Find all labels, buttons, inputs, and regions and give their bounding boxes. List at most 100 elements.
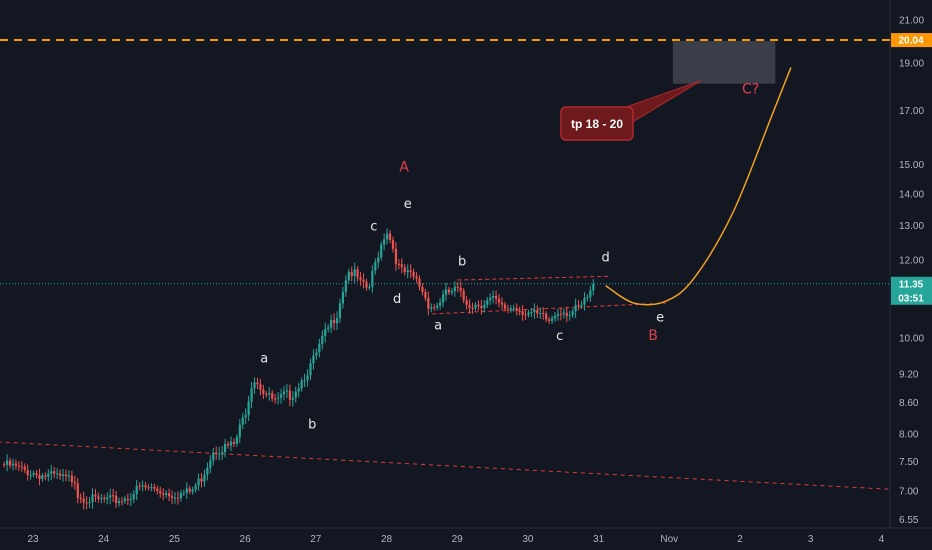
candle-body <box>297 388 300 392</box>
candle-body <box>61 474 65 476</box>
candle-body <box>536 309 539 314</box>
candle-body <box>486 300 489 305</box>
candle-body <box>271 392 274 399</box>
wave-label-minor: b <box>458 254 466 269</box>
candle-body <box>38 474 41 480</box>
channel-upper-line[interactable] <box>457 275 610 281</box>
candle-body <box>474 304 477 309</box>
price-axis[interactable]: 21.00 19.00 17.00 15.00 14.00 13.00 12.00 10.00… <box>899 16 924 526</box>
candle-body <box>500 302 504 305</box>
candle-body <box>318 343 321 353</box>
candle-body <box>194 485 197 490</box>
candle-body <box>548 319 551 321</box>
candle-body <box>433 307 436 309</box>
candle-body <box>262 389 265 394</box>
candle-body <box>162 493 165 495</box>
candle-body <box>64 474 68 477</box>
candle-body <box>391 239 395 249</box>
candle-body <box>41 475 44 480</box>
time-axis[interactable]: 23 24 25 26 27 28 29 30 31 Nov 2 3 4 <box>27 534 884 545</box>
candle-body <box>480 306 483 308</box>
candle-body <box>497 298 501 303</box>
candle-body <box>253 382 256 389</box>
y-tick-label: 12.00 <box>899 255 924 266</box>
candle-body <box>430 307 433 309</box>
candle-body <box>206 467 209 475</box>
y-tick-label: 15.00 <box>899 160 924 171</box>
wave-label-minor: e <box>404 197 412 212</box>
channel-lower-line[interactable] <box>432 302 666 315</box>
candle-body <box>565 312 568 316</box>
tp-callout-box <box>560 106 634 141</box>
candle-body <box>274 398 277 400</box>
wave-label-minor: c <box>370 220 377 235</box>
candle-body <box>415 276 418 279</box>
candle-body <box>492 296 495 298</box>
candle-body <box>97 496 100 499</box>
candle-body <box>385 233 389 240</box>
candle-body <box>459 287 462 291</box>
candle-body <box>324 328 327 336</box>
candle-body <box>282 391 286 395</box>
countdown-timer-label: 03:51 <box>898 293 924 304</box>
candle-body <box>468 304 471 308</box>
tp-callout[interactable]: tp 18 - 20 <box>560 80 702 141</box>
candle-body <box>574 305 577 312</box>
candle-body <box>229 441 233 446</box>
wave-label-minor: d <box>393 292 401 307</box>
projected-path-curve[interactable] <box>605 67 792 306</box>
x-tick-label: 30 <box>522 534 534 545</box>
candle-body <box>232 441 236 444</box>
candle-body <box>453 286 456 291</box>
candle-body <box>377 257 380 263</box>
candle-body <box>559 313 562 315</box>
candle-body <box>300 380 303 389</box>
candle-body <box>256 382 259 385</box>
x-tick-label: Nov <box>660 534 678 545</box>
y-tick-label: 7.50 <box>899 457 919 468</box>
candle-body <box>465 300 468 305</box>
candle-body <box>545 313 548 320</box>
candle-body <box>456 286 459 288</box>
candle-body <box>141 485 144 487</box>
candle-body <box>586 297 589 299</box>
candle-body <box>150 486 153 488</box>
candle-body <box>156 488 159 492</box>
candle-body <box>592 284 595 291</box>
candle-body <box>330 320 333 328</box>
candle-body <box>82 498 85 503</box>
candle-body <box>76 483 79 498</box>
candle-body <box>315 352 318 356</box>
candle-body <box>59 473 62 476</box>
candle-body <box>197 478 200 486</box>
candle-body <box>144 485 147 488</box>
candle-body <box>114 495 118 504</box>
candle-body <box>562 312 565 314</box>
candle-body <box>577 305 580 307</box>
candle-body <box>533 309 536 313</box>
candle-body <box>542 313 545 315</box>
candle-body <box>477 304 480 307</box>
candle-body <box>3 464 6 466</box>
candle-body <box>250 388 253 402</box>
candle-body <box>583 298 586 305</box>
candle-body <box>8 460 12 466</box>
candle-body <box>518 310 521 312</box>
candle-body <box>462 290 465 301</box>
candle-body <box>512 308 515 310</box>
y-tick-label: 10.00 <box>899 334 924 345</box>
wave-label-minor: d <box>602 251 610 266</box>
wave-label-major: C? <box>742 81 759 97</box>
candle-body <box>580 304 583 306</box>
candle-body <box>550 318 554 321</box>
x-tick-label: 28 <box>381 534 393 545</box>
candle-body <box>32 473 35 475</box>
candle-body <box>303 380 306 382</box>
candle-body <box>356 269 359 278</box>
candle-body <box>11 463 15 466</box>
target-zone-box[interactable] <box>672 40 776 84</box>
candle-body <box>371 270 374 287</box>
candle-body <box>424 291 427 298</box>
wave-label-major: A <box>399 159 409 175</box>
